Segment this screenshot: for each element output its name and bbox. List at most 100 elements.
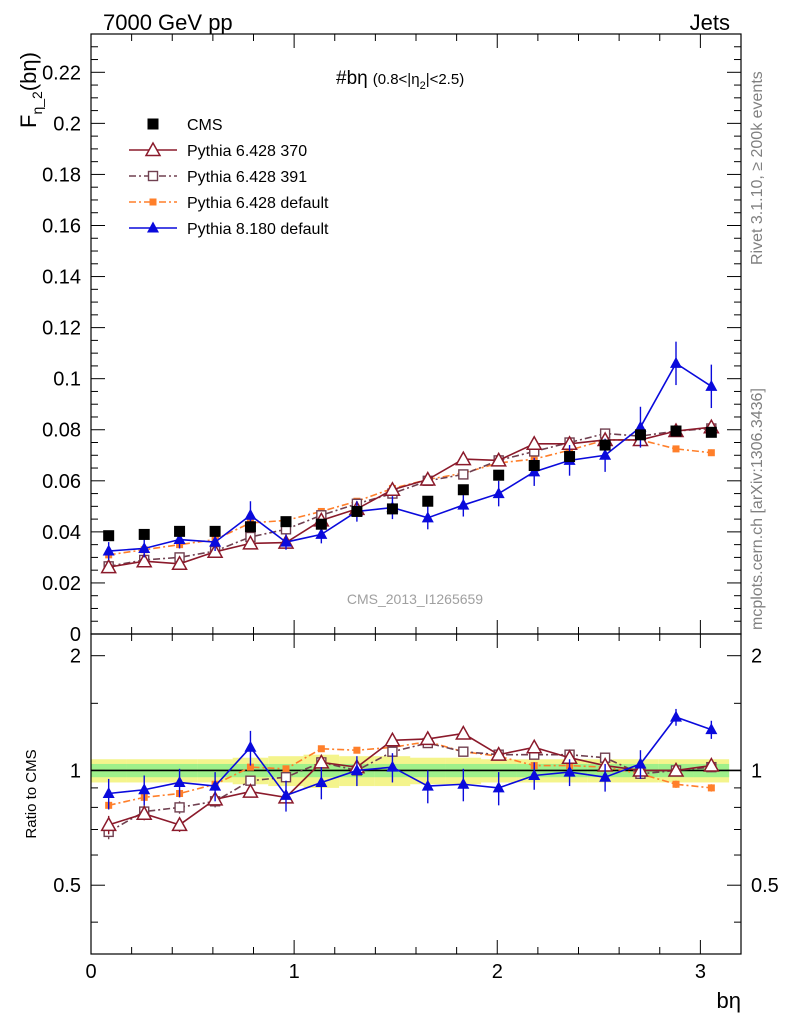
main-ytick-label-1: 0.02 (42, 573, 81, 595)
point-pythia-8-180-default-3 (209, 535, 222, 547)
legend-label-pythia-8-180-default: Pythia 8.180 default (187, 221, 329, 238)
title-cut-sub: 2 (420, 80, 426, 92)
main-series (100, 341, 720, 574)
title-cut-b: |<2.5) (426, 71, 465, 88)
point-pythia-8-180-default-1 (138, 541, 151, 553)
ratio-point-pythia-6-428-391-5 (280, 772, 292, 783)
point-pythia-6-428-370-9 (419, 470, 437, 486)
ratio-point-pythia-8-180-default-14 (599, 770, 612, 782)
legend-entry-cms: CMS (147, 117, 223, 134)
main-ytick-label-7: 0.14 (42, 267, 81, 289)
ratio-ylabel: Ratio to CMS (23, 749, 40, 838)
legend-label-pythia-6-428-391: Pythia 6.428 391 (187, 169, 307, 186)
energy-label: 7000 GeV pp (103, 10, 233, 35)
ratio-point-pythia-8-180-default-2 (173, 775, 186, 787)
point-pythia-8-180-default-4 (244, 508, 257, 520)
point-pythia-8-180-default-2 (173, 533, 186, 545)
series-pythia-6-428-391 (103, 423, 717, 572)
point-pythia-8-180-default-6 (315, 527, 328, 539)
ratio-point-pythia-6-428-391-10 (458, 746, 469, 757)
main-ytick-label-11: 0.22 (42, 62, 81, 84)
main-ytick-label-10: 0.2 (53, 113, 81, 135)
main-ytick-label-5: 0.1 (53, 369, 81, 391)
line-pythia-6-428-391 (108, 427, 712, 568)
point-cms-5 (280, 516, 292, 528)
legend-entry-pythia-6-428-370: Pythia 6.428 370 (129, 141, 307, 160)
ratio-point-pythia-6-428-370-1 (135, 805, 153, 820)
ratio-point-pythia-8-180-default-6 (315, 775, 328, 787)
ratio-ytick-label-left-2: 2 (70, 646, 81, 668)
ratio-point-pythia-6-428-370-8 (384, 731, 401, 747)
ratio-line-pythia-8-180-default (108, 716, 712, 797)
ratio-frame (90, 633, 742, 955)
point-pythia-8-180-default-16 (670, 356, 682, 368)
ratio-point-pythia-8-180-default-1 (138, 783, 151, 795)
ylabel-sub: η_2 (29, 91, 45, 115)
legend-marker-pythia-6-428-default (149, 198, 157, 206)
ratio-point-pythia-6-428-default-7 (353, 746, 361, 754)
point-pythia-8-180-default-15 (634, 420, 647, 432)
main-ytick-label-0: 0 (70, 624, 81, 646)
legend-entry-pythia-6-428-default: Pythia 6.428 default (129, 195, 329, 212)
ratio-point-pythia-6-428-370-9 (419, 730, 437, 746)
ratio-point-pythia-6-428-370-17 (703, 757, 720, 772)
legend-marker-pythia-6-428-370 (144, 141, 162, 157)
ratio-point-pythia-6-428-370-12 (525, 738, 543, 754)
legend-label-pythia-6-428-370: Pythia 6.428 370 (187, 143, 307, 160)
ratio-point-pythia-6-428-370-16 (667, 761, 685, 777)
point-pythia-6-428-default-17 (707, 449, 715, 457)
ratio-point-pythia-8-180-default-4 (244, 740, 257, 752)
ratio-point-pythia-8-180-default-8 (386, 760, 399, 772)
ratio-point-pythia-8-180-default-0 (102, 787, 115, 799)
ratio-ytick-label-right-1: 1 (751, 760, 762, 782)
main-ylabel: Fη_2(bη) (16, 52, 45, 128)
point-cms-3 (209, 525, 221, 537)
legend-label-cms: CMS (187, 117, 223, 134)
ratio-point-pythia-8-180-default-12 (528, 768, 541, 780)
legend-entry-pythia-6-428-391: Pythia 6.428 391 (129, 169, 307, 186)
line-pythia-6-428-370 (108, 426, 712, 568)
point-pythia-8-180-default-5 (280, 535, 292, 547)
point-pythia-8-180-default-17 (705, 379, 718, 391)
point-cms-6 (315, 518, 327, 530)
point-cms-2 (174, 525, 186, 537)
rivet-label: Rivet 3.1.10, ≥ 200k events (749, 71, 766, 265)
ratio-point-pythia-8-180-default-9 (421, 779, 434, 791)
xtick-label-2: 2 (492, 961, 503, 983)
mcplots-label: mcplots.cern.ch [arXiv:1306.3436] (749, 388, 766, 630)
point-pythia-6-428-370-10 (455, 450, 472, 466)
ratio-point-pythia-6-428-default-5 (282, 765, 290, 773)
point-pythia-6-428-370-11 (490, 451, 507, 467)
point-pythia-6-428-370-0 (100, 558, 117, 574)
ylabel-main: F (16, 115, 41, 128)
ratio-ytick-label-left-0: 0.5 (53, 875, 81, 897)
x-axis-label: bη (717, 988, 741, 1013)
ratio-point-pythia-8-180-default-3 (209, 779, 222, 791)
ratio-ytick-label-right-0: 0.5 (751, 875, 779, 897)
point-pythia-8-180-default-9 (421, 511, 434, 523)
point-cms-16 (670, 425, 682, 437)
title-main: #bη (336, 68, 368, 89)
ratio-point-pythia-8-180-default-15 (634, 757, 647, 769)
point-pythia-8-180-default-0 (102, 544, 115, 556)
ratio-point-pythia-6-428-default-4 (246, 763, 254, 771)
point-pythia-8-180-default-14 (599, 448, 612, 460)
title-cut-a: (0.8<|η (373, 71, 420, 88)
ratio-point-pythia-6-428-default-17 (707, 784, 715, 792)
ratio-point-pythia-6-428-370-10 (455, 724, 472, 740)
ratio-band (90, 754, 741, 788)
point-cms-11 (493, 469, 505, 481)
main-ytick-label-8: 0.16 (42, 215, 81, 237)
line-pythia-6-428-default (108, 439, 712, 556)
main-ticks: 0 0.02 0.04 0.06 0.08 0.1 0.12 0.14 0.16 0.18 0.2 0… (42, 34, 742, 646)
ratio-point-pythia-8-180-default-17 (705, 723, 718, 735)
series-pythia-8-180-default (102, 341, 718, 560)
point-cms-13 (564, 451, 576, 463)
point-cms-14 (599, 439, 611, 451)
point-pythia-6-428-370-4 (242, 534, 259, 550)
point-pythia-6-428-370-1 (135, 552, 153, 568)
ratio-point-pythia-6-428-default-16 (672, 780, 680, 788)
ratio-series (100, 708, 720, 840)
ratio-point-pythia-6-428-default-6 (317, 745, 325, 753)
xtick-label-1: 1 (289, 961, 300, 983)
